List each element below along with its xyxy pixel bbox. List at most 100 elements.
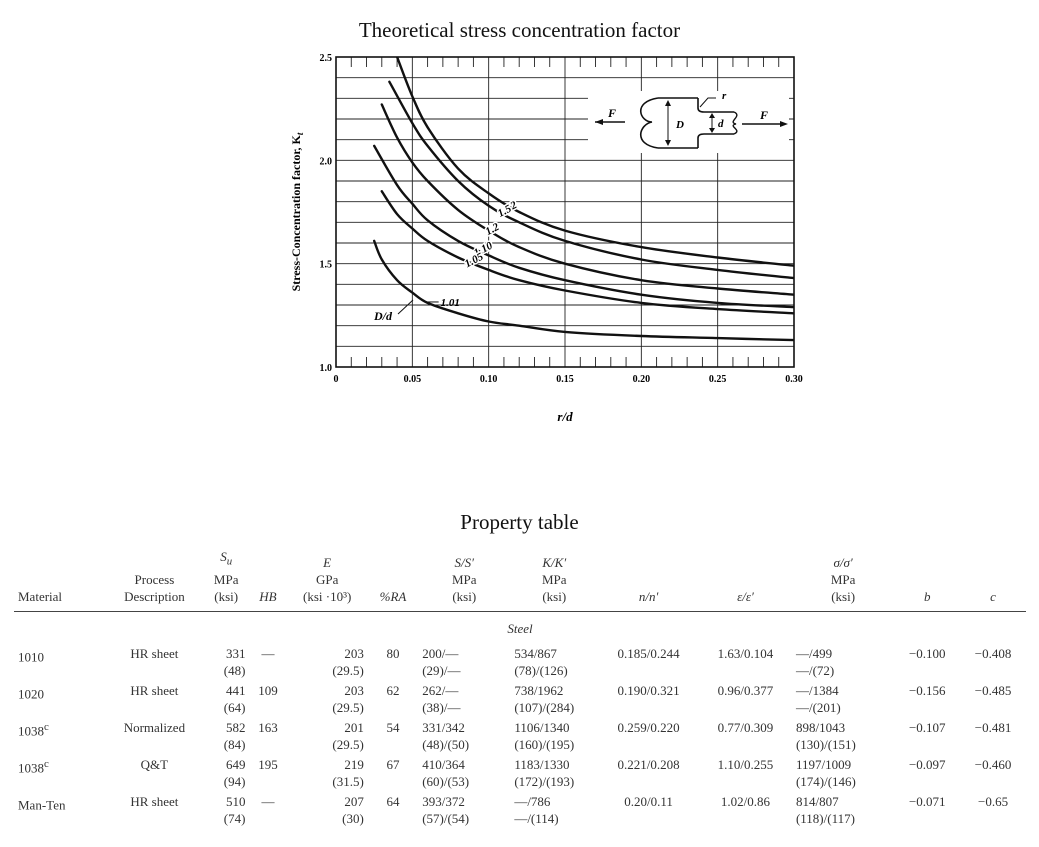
section-label: Steel — [507, 620, 533, 636]
header-n: n/n′ — [598, 548, 700, 612]
cell-process: HR sheet — [130, 682, 179, 698]
cell-hb: 163 — [258, 719, 278, 735]
cell-n: 0.20/0.11 — [624, 793, 673, 809]
x-tick-label: 0.15 — [556, 374, 574, 385]
cell-material: 1038c — [18, 757, 49, 775]
cell-e: 203 (29.5) — [332, 645, 364, 678]
cell-k: 534/867 (78)/(126) — [514, 645, 568, 678]
cell-e: 201 (29.5) — [332, 719, 364, 752]
y-tick-label: 1.0 — [320, 363, 333, 374]
curve-dd-2 — [395, 57, 794, 267]
cell-b: −0.107 — [908, 719, 946, 735]
cell-c: −0.485 — [974, 682, 1012, 698]
cell-ra: 64 — [386, 793, 400, 809]
x-tick-label: 0.05 — [404, 374, 422, 385]
table-row: 1020 HR sheet 441 (64) 109 203 (29.5) 62 2… — [14, 682, 1026, 719]
cell-n: 0.221/0.208 — [617, 756, 680, 772]
cell-k: 1183/1330 (172)/(193) — [514, 756, 575, 789]
cell-hb: 195 — [258, 756, 278, 772]
plot-frame — [335, 56, 795, 368]
force-label-left: F — [607, 106, 616, 120]
force-label-right: F — [759, 108, 768, 122]
cell-material: 1010 — [18, 648, 44, 664]
header-sf: σ/σ′ MPa (ksi) — [791, 548, 895, 612]
cell-material: 1020 — [18, 685, 44, 701]
curve-label: 1.01 — [441, 297, 460, 309]
cell-process: HR sheet — [130, 645, 179, 661]
curve-dd-1-05 — [380, 190, 794, 315]
table-section-row: Steel — [14, 611, 1026, 641]
header-su: Su MPa (ksi) — [202, 548, 250, 612]
cell-n: 0.185/0.244 — [617, 645, 680, 661]
cell-e: 207 (30) — [342, 793, 364, 826]
table-row: 1038c Normalized 582 (84) 163 201 (29.5) 5… — [14, 719, 1026, 756]
x-tick-label: 0.25 — [709, 374, 727, 385]
header-c: c — [960, 548, 1026, 612]
header-sy: S/S′ MPa (ksi) — [418, 548, 511, 612]
header-material: Material — [14, 548, 106, 612]
cell-process: HR sheet — [130, 793, 179, 809]
cell-sy: 262/— (38)/— — [422, 682, 461, 715]
cell-hb: 109 — [258, 682, 278, 698]
cell-process: Normalized — [123, 719, 186, 735]
cell-su: 441 (64) — [223, 682, 246, 715]
header-hb: HB — [249, 548, 287, 612]
curve-dd-1-2 — [380, 103, 794, 296]
cell-ef: 0.77/0.309 — [717, 719, 774, 735]
cell-sf: —/499 —/(72) — [795, 645, 835, 678]
fillet-radius-label: r — [722, 90, 727, 102]
series-caption: D/d — [373, 309, 393, 323]
header-k: K/K′ MPa (ksi) — [510, 548, 599, 612]
major-diameter-label: D — [675, 119, 684, 131]
cell-b: −0.156 — [908, 682, 946, 698]
cell-b: −0.100 — [908, 645, 946, 661]
cell-sf: —/1384 —/(201) — [795, 682, 841, 715]
stress-concentration-chart: 21.51.21.101.051.01 0 0.05 0.10 0.15 0.20 0.2… — [289, 53, 803, 424]
table-row: 1038c Q&T 649 (94) 195 219 (31.5) 67 410/3… — [14, 756, 1026, 793]
chart-curves — [373, 57, 794, 342]
cell-su: 649 (94) — [223, 756, 246, 789]
minor-diameter-label: d — [718, 118, 724, 130]
cell-material: Man-Ten — [18, 796, 66, 812]
x-tick-label: 0.30 — [785, 374, 803, 385]
x-tick-label: 0.10 — [480, 374, 498, 385]
cell-n: 0.190/0.321 — [617, 682, 680, 698]
cell-sf: 898/1043 (130)/(151) — [795, 719, 856, 752]
stepped-shaft-diagram: F D d r F — [588, 90, 789, 153]
cell-ra: 80 — [386, 645, 400, 661]
cell-sy: 200/— (29)/— — [422, 645, 461, 678]
y-tick-label: 1.5 — [320, 260, 333, 271]
cell-c: −0.65 — [978, 793, 1009, 809]
cell-ra: 62 — [386, 682, 400, 698]
cell-e: 203 (29.5) — [332, 682, 364, 715]
chart-title: Theoretical stress concentration factor — [358, 18, 681, 42]
curve-dd-1-10 — [373, 144, 794, 309]
cell-su: 331 (48) — [223, 645, 246, 678]
cell-sf: 1197/1009 (174)/(146) — [795, 756, 856, 789]
table-header-row: Material Process Description Su MPa (ksi) H… — [14, 548, 1026, 612]
cell-k: 1106/1340 (160)/(195) — [514, 719, 575, 752]
cell-material: 1038c — [18, 720, 49, 738]
y-axis-label-main: Stress-Concentration factor, K — [289, 134, 303, 291]
header-process: Process Description — [105, 548, 203, 612]
y-axis-label-sub: t — [295, 132, 305, 135]
plot-border — [335, 56, 795, 368]
cell-e: 219 (31.5) — [332, 756, 364, 789]
cell-c: −0.460 — [974, 756, 1012, 772]
cell-sy: 410/364 (60)/(53) — [422, 756, 470, 789]
cell-b: −0.097 — [908, 756, 946, 772]
cell-ra: 54 — [386, 719, 400, 735]
cell-hb: — — [261, 793, 275, 809]
cell-ef: 0.96/0.377 — [717, 682, 774, 698]
series-caption-leader — [397, 299, 414, 315]
cell-n: 0.259/0.220 — [617, 719, 680, 735]
y-tick-label: 2.5 — [320, 53, 333, 64]
cell-su: 582 (84) — [223, 719, 246, 752]
curve-dd-1-5 — [388, 80, 794, 280]
cell-ef: 1.10/0.255 — [717, 756, 774, 772]
cell-process: Q&T — [140, 756, 169, 772]
tick-labels: 0 0.05 0.10 0.15 0.20 0.25 0.30 1.0 1.5 2.0 2.5 — [320, 53, 803, 385]
curve-labels: 21.51.21.101.051.01 — [424, 197, 521, 309]
cell-k: —/786 —/(114) — [514, 793, 559, 826]
property-table: Material Process Description Su MPa (ksi) H… — [14, 548, 1026, 830]
